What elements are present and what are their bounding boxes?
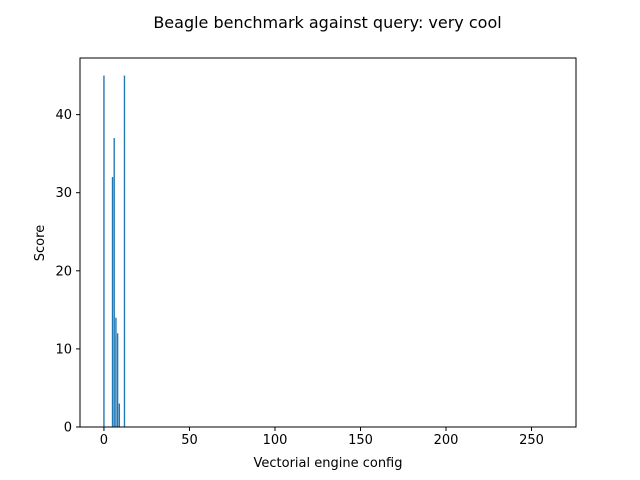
x-tick-label: 200 [434,433,459,448]
bar [111,177,114,427]
y-tick-label: 0 [64,421,72,436]
bar [123,75,126,428]
bar [116,333,119,427]
x-axis-ticks: 0 50 100 150 200 250 [100,427,544,448]
x-tick-label: 250 [519,433,544,448]
y-tick-label: 10 [55,342,72,357]
chart-title: Beagle benchmark against query: very coo… [153,13,501,32]
bar [115,317,117,427]
y-axis-ticks: 0 10 20 30 40 [55,108,80,436]
y-tick-label: 20 [55,264,72,279]
x-tick-label: 150 [348,433,373,448]
y-tick-label: 40 [55,108,72,123]
x-tick-label: 50 [181,433,198,448]
bars-group [103,75,126,428]
x-tick-label: 100 [263,433,288,448]
x-tick-label: 0 [100,433,108,448]
bar [113,138,115,428]
x-axis-label: Vectorial engine config [254,456,403,471]
y-axis-label: Score [33,225,48,261]
plot-frame [79,57,577,428]
bar [118,403,121,427]
y-tick-label: 30 [55,186,72,201]
bar [103,75,105,428]
